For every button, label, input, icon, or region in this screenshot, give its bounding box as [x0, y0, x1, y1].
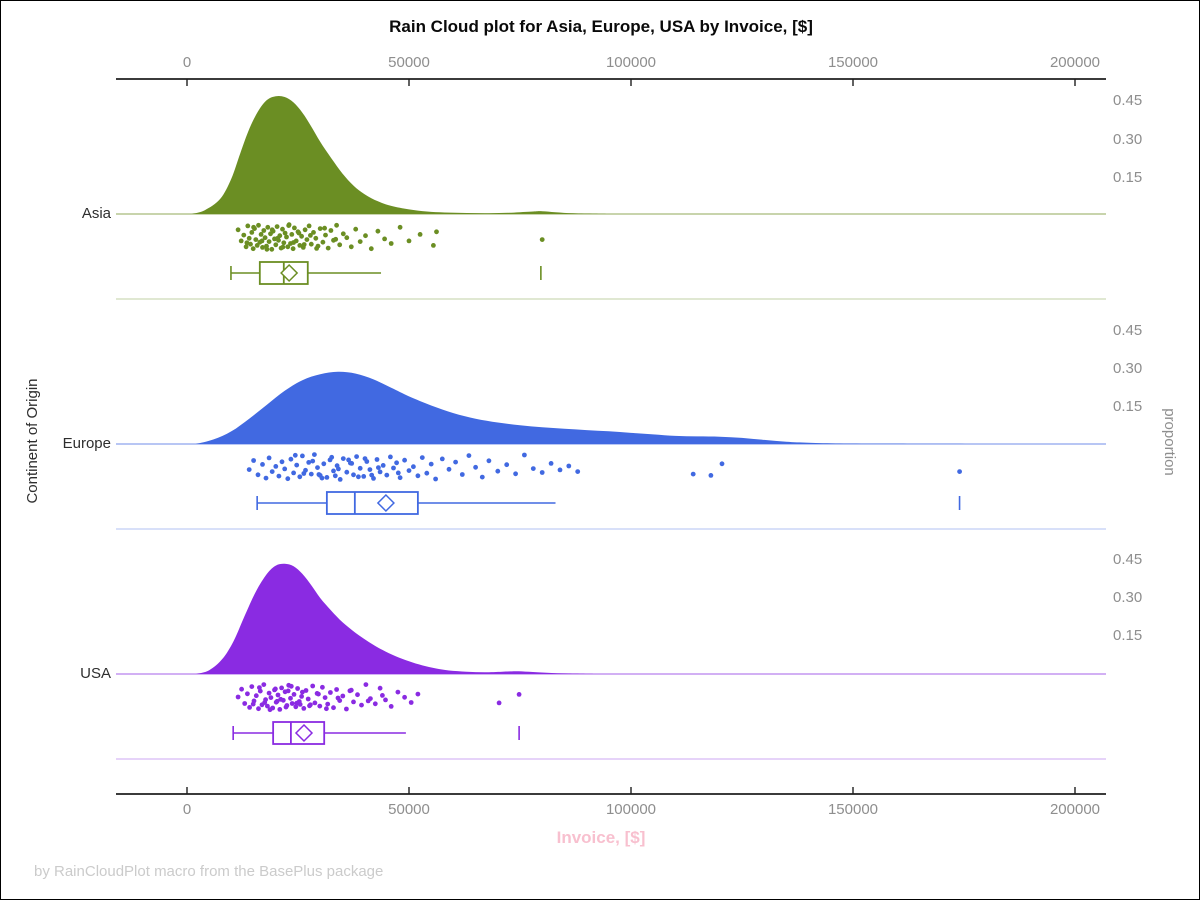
x-tick-bottom-200000: 200000 — [1049, 801, 1101, 818]
box-plot — [256, 491, 961, 515]
group-label-asia: Asia — [81, 205, 111, 222]
proportion-tick: 0.45 — [1113, 322, 1143, 339]
proportion-tick: 0.45 — [1113, 551, 1143, 568]
raincloud-group-asia — [116, 95, 1106, 300]
proportion-tick: 0.15 — [1113, 169, 1143, 186]
rain-points — [246, 452, 962, 482]
proportion-tick: 0.45 — [1113, 92, 1143, 109]
mean-diamond — [294, 723, 314, 743]
x-tick-bottom-150000: 150000 — [827, 801, 879, 818]
x-tick-top-0: 0 — [182, 54, 192, 71]
x-tick-bottom-50000: 50000 — [388, 801, 430, 818]
mean-diamond — [376, 493, 395, 513]
mean-diamond — [280, 263, 299, 283]
proportion-tick: 0.15 — [1113, 627, 1143, 644]
x-axes — [116, 78, 1106, 795]
box-plot — [230, 261, 542, 285]
y-axis-title: Continent of Origin — [24, 378, 41, 504]
rain-points — [235, 222, 545, 252]
x-tick-top-100000: 100000 — [605, 54, 657, 71]
x-tick-top-50000: 50000 — [388, 54, 430, 71]
raincloud-group-europe — [116, 371, 1106, 530]
rain-points — [235, 682, 522, 713]
x-tick-top-200000: 200000 — [1049, 54, 1101, 71]
x-axis-title: Invoice, [$] — [556, 828, 646, 847]
group-label-europe: Europe — [62, 435, 111, 452]
proportion-tick: 0.30 — [1113, 360, 1143, 377]
raincloud-group-usa — [116, 563, 1106, 760]
proportion-tick: 0.30 — [1113, 131, 1143, 148]
y2-axis-title: proportion — [1161, 408, 1178, 476]
box-plot — [232, 721, 520, 745]
proportion-tick: 0.15 — [1113, 398, 1143, 415]
x-tick-bottom-0: 0 — [182, 801, 192, 818]
group-label-usa: USA — [80, 665, 111, 682]
x-tick-top-150000: 150000 — [827, 54, 879, 71]
proportion-tick: 0.30 — [1113, 589, 1143, 606]
x-tick-bottom-100000: 100000 — [605, 801, 657, 818]
footnote: by RainCloudPlot macro from the BasePlus… — [34, 863, 384, 880]
chart-title: Rain Cloud plot for Asia, Europe, USA by… — [389, 17, 813, 36]
